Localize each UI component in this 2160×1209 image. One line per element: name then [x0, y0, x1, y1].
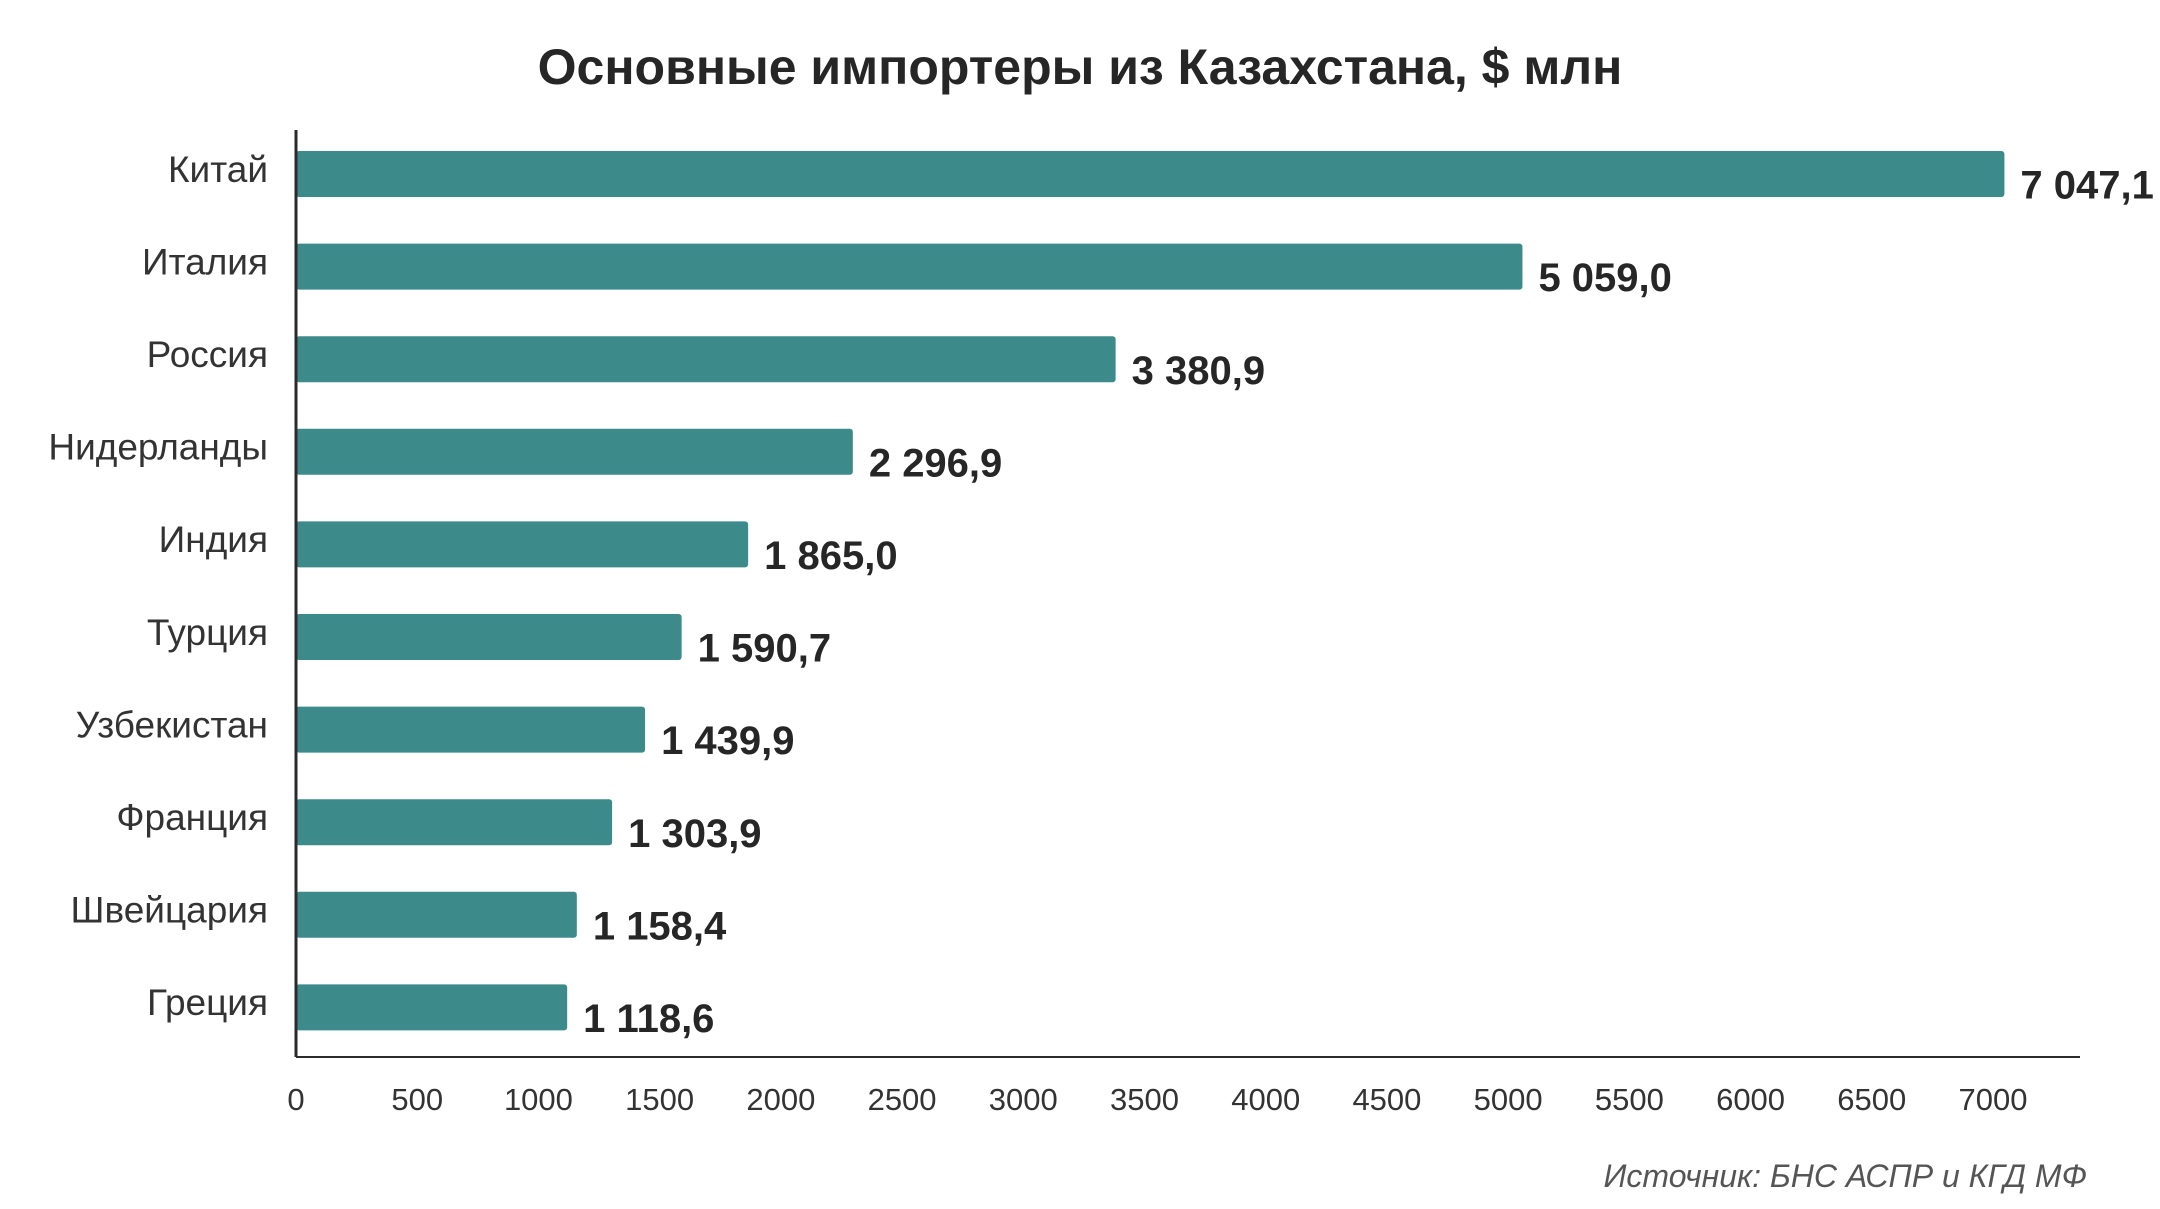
value-label-6: 1 439,9	[661, 719, 794, 763]
category-label-4: Индия	[159, 519, 268, 560]
value-label-7: 1 303,9	[628, 812, 761, 856]
category-label-1: Италия	[142, 241, 268, 282]
category-label-0: Китай	[168, 149, 268, 190]
value-label-0: 7 047,1	[2020, 164, 2153, 208]
x-tick-label-7: 3500	[1110, 1082, 1179, 1117]
x-tick-label-13: 6500	[1837, 1082, 1906, 1117]
x-tick-label-11: 5500	[1595, 1082, 1664, 1117]
category-label-2: Россия	[147, 334, 268, 375]
category-label-7: Франция	[116, 797, 268, 838]
bar-8	[296, 891, 577, 938]
category-label-3: Нидерланды	[48, 427, 268, 468]
x-tick-label-3: 1500	[625, 1082, 694, 1117]
value-label-5: 1 590,7	[698, 627, 831, 671]
x-tick-label-9: 4500	[1352, 1082, 1421, 1117]
value-label-2: 3 380,9	[1132, 349, 1265, 393]
value-label-1: 5 059,0	[1538, 256, 1671, 300]
category-label-8: Швейцария	[71, 890, 268, 931]
x-tick-label-12: 6000	[1716, 1082, 1785, 1117]
bars-layer	[296, 151, 2005, 1031]
value-label-4: 1 865,0	[764, 534, 897, 578]
source-note: Источник: БНС АСПР и КГД МФ	[1603, 1158, 2087, 1194]
x-tick-label-4: 2000	[746, 1082, 815, 1117]
x-tick-label-6: 3000	[989, 1082, 1058, 1117]
x-tick-label-5: 2500	[868, 1082, 937, 1117]
bar-9	[296, 984, 568, 1031]
axis-layer: 0 500 1000 1500 2000 2500 3000 3500 4000 4500 5000…	[287, 130, 2080, 1117]
value-label-3: 2 296,9	[869, 441, 1002, 485]
bar-2	[296, 336, 1116, 383]
bar-1	[296, 243, 1523, 290]
x-tick-label-0: 0	[287, 1082, 304, 1117]
category-label-5: Турция	[147, 612, 268, 653]
category-label-9: Греция	[147, 982, 268, 1023]
value-label-8: 1 158,4	[593, 904, 727, 948]
chart-title: Основные импортеры из Казахстана, $ млн	[537, 39, 1623, 95]
bar-4	[296, 521, 749, 568]
bar-5	[296, 614, 682, 660]
x-tick-label-14: 7000	[1959, 1082, 2028, 1117]
x-tick-label-10: 5000	[1474, 1082, 1543, 1117]
bar-7	[296, 799, 613, 846]
x-tick-label-1: 500	[391, 1082, 443, 1117]
x-tick-label-8: 4000	[1231, 1082, 1300, 1117]
bar-0	[296, 151, 2005, 197]
x-tick-label-2: 1000	[504, 1082, 573, 1117]
value-label-9: 1 118,6	[583, 997, 714, 1041]
bar-6	[296, 706, 646, 753]
category-label-6: Узбекистан	[76, 704, 268, 745]
labels-layer: Китай 7 047,1 Италия 5 059,0 Россия 3 380,9 Ни…	[48, 149, 2154, 1041]
bar-3	[296, 428, 853, 475]
